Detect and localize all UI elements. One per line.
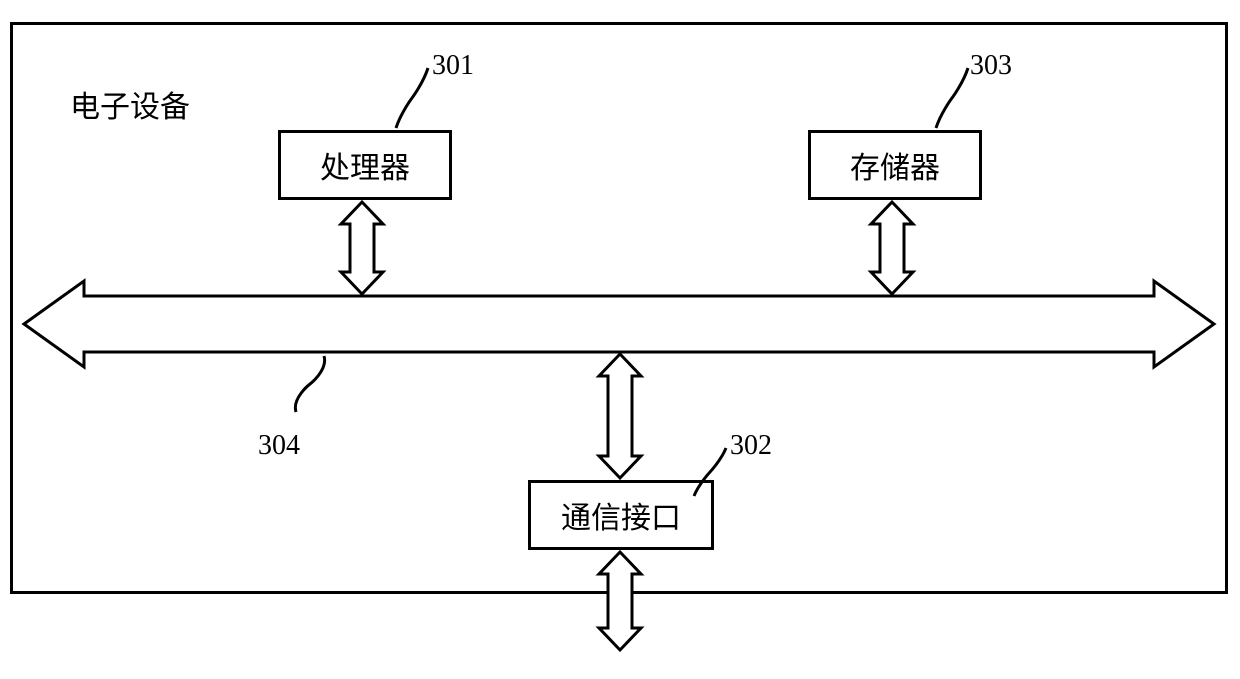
processor-label: 处理器 [320, 143, 410, 187]
interface-label: 通信接口 [561, 493, 681, 537]
interface-ref: 302 [730, 430, 772, 462]
device-title: 电子设备 [70, 82, 190, 126]
memory-label: 存储器 [850, 143, 940, 187]
bus-ref: 304 [258, 430, 300, 462]
processor-ref: 301 [432, 50, 474, 82]
processor-box: 处理器 [278, 130, 452, 200]
memory-ref: 303 [970, 50, 1012, 82]
diagram-canvas: 电子设备 处理器 301 存储器 303 通信接口 302 通信总线 304 [0, 0, 1240, 679]
interface-box: 通信接口 [528, 480, 714, 550]
memory-box: 存储器 [808, 130, 982, 200]
bus-label: 通信总线 [210, 298, 330, 342]
